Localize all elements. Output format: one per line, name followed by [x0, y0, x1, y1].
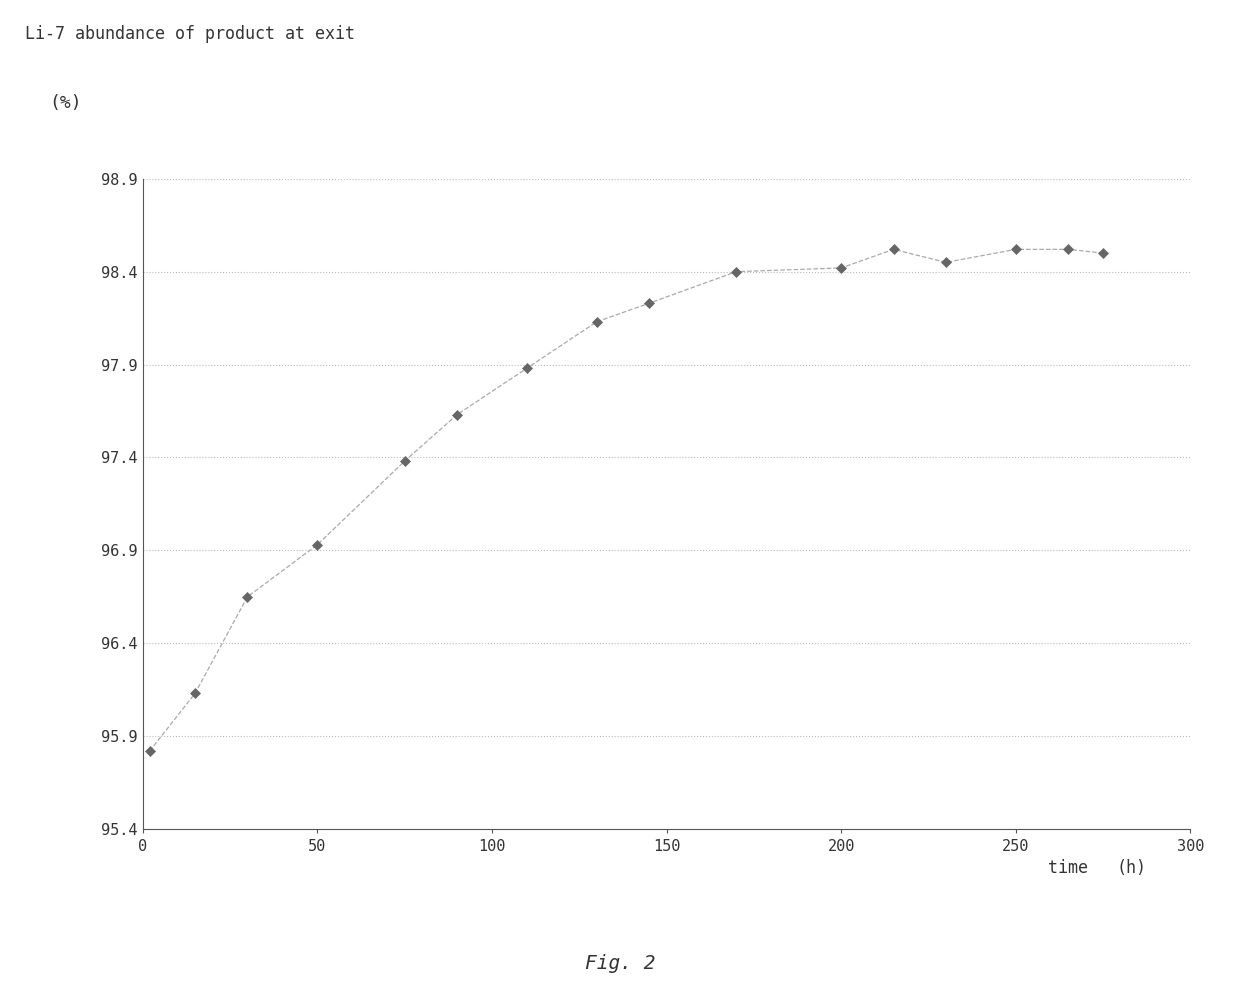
Text: time: time [1048, 859, 1087, 877]
Text: Fig. 2: Fig. 2 [585, 954, 655, 973]
Text: Li-7 abundance of product at exit: Li-7 abundance of product at exit [25, 25, 355, 43]
Text: (%): (%) [50, 94, 82, 112]
Text: (h): (h) [1116, 859, 1146, 877]
